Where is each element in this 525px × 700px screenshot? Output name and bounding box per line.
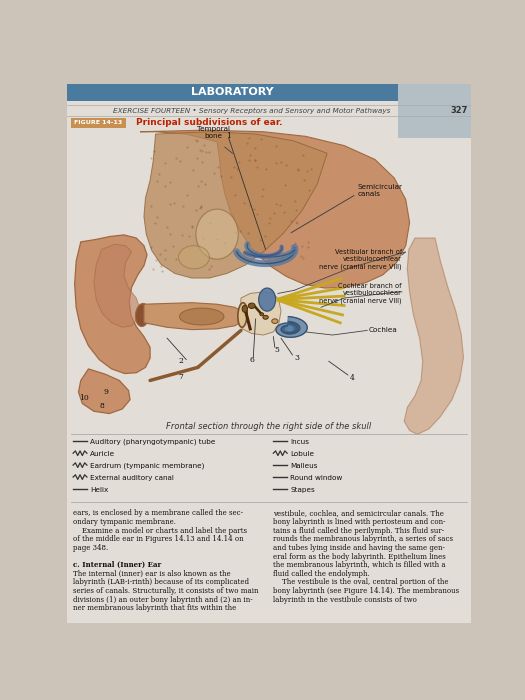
- Text: Lobule: Lobule: [290, 451, 314, 457]
- Ellipse shape: [272, 318, 278, 323]
- Text: Auditory (pharyngotympanic) tube: Auditory (pharyngotympanic) tube: [90, 439, 215, 445]
- Text: 6: 6: [249, 356, 254, 364]
- Polygon shape: [144, 302, 243, 330]
- Text: LABORATORY: LABORATORY: [191, 88, 274, 97]
- FancyBboxPatch shape: [67, 84, 471, 623]
- Text: rounds the membranous labyrinth, a series of sacs: rounds the membranous labyrinth, a serie…: [274, 536, 453, 543]
- Text: 3: 3: [294, 354, 299, 362]
- Text: Cochlear branch of
vestibulocochlear
nerve (cranial nerve VIII): Cochlear branch of vestibulocochlear ner…: [319, 284, 402, 304]
- Ellipse shape: [263, 316, 268, 319]
- Text: 8: 8: [99, 402, 104, 410]
- Polygon shape: [144, 132, 327, 278]
- Text: labyrinth in the vestibule consists of two: labyrinth in the vestibule consists of t…: [274, 596, 417, 603]
- Text: Auricle: Auricle: [90, 451, 115, 457]
- Text: bony labyrinth is lined with periosteum and con-: bony labyrinth is lined with periosteum …: [274, 518, 446, 526]
- Text: c. Internal (Inner) Ear: c. Internal (Inner) Ear: [73, 561, 161, 569]
- FancyBboxPatch shape: [71, 118, 126, 128]
- Text: labyrinth (LAB-i-rinth) because of its complicated: labyrinth (LAB-i-rinth) because of its c…: [73, 578, 249, 587]
- Text: Cochlea: Cochlea: [369, 328, 397, 333]
- Text: and tubes lying inside and having the same gen-: and tubes lying inside and having the sa…: [274, 544, 445, 552]
- Text: eral form as the body labyrinth. Epithelium lines: eral form as the body labyrinth. Epithel…: [274, 552, 446, 561]
- Ellipse shape: [180, 308, 224, 325]
- Text: of the middle ear in Figures 14.13 and 14.14 on: of the middle ear in Figures 14.13 and 1…: [73, 536, 244, 543]
- Ellipse shape: [178, 246, 209, 269]
- Polygon shape: [94, 244, 140, 328]
- Text: 4: 4: [350, 374, 354, 382]
- Text: ears, is enclosed by a membrane called the sec-: ears, is enclosed by a membrane called t…: [73, 510, 243, 517]
- Text: EXERCISE FOURTEEN • Sensory Receptors and Sensory and Motor Pathways: EXERCISE FOURTEEN • Sensory Receptors an…: [113, 108, 391, 114]
- Ellipse shape: [196, 209, 238, 259]
- Text: 5: 5: [274, 346, 279, 354]
- Polygon shape: [281, 321, 300, 334]
- Polygon shape: [140, 130, 410, 288]
- Text: 1: 1: [226, 132, 231, 141]
- Text: Malleus: Malleus: [290, 463, 318, 469]
- Text: Round window: Round window: [290, 475, 342, 481]
- Text: fluid called the endolymph.: fluid called the endolymph.: [274, 570, 370, 578]
- FancyBboxPatch shape: [398, 84, 471, 138]
- Text: Stapes: Stapes: [290, 486, 315, 493]
- Text: Vestibular branch of
vestibulocochlear
nerve (cranial nerve VIII): Vestibular branch of vestibulocochlear n…: [319, 249, 402, 270]
- Polygon shape: [75, 235, 150, 374]
- Polygon shape: [404, 238, 464, 434]
- Text: 9: 9: [103, 388, 108, 396]
- Text: the membranous labyrinth, which is filled with a: the membranous labyrinth, which is fille…: [274, 561, 446, 569]
- Text: Principal subdivisions of ear.: Principal subdivisions of ear.: [136, 118, 283, 127]
- Polygon shape: [240, 292, 281, 335]
- Text: The vestibule is the oval, central portion of the: The vestibule is the oval, central porti…: [274, 578, 449, 587]
- Ellipse shape: [248, 303, 255, 309]
- Text: ondary tympanic membrane.: ondary tympanic membrane.: [73, 518, 176, 526]
- Text: page 348.: page 348.: [73, 544, 108, 552]
- Text: External auditory canal: External auditory canal: [90, 475, 174, 481]
- Text: 2: 2: [178, 357, 183, 365]
- Text: FIGURE 14-13: FIGURE 14-13: [75, 120, 123, 125]
- Ellipse shape: [260, 313, 264, 316]
- Ellipse shape: [238, 302, 247, 328]
- Text: Examine a model or charts and label the parts: Examine a model or charts and label the …: [73, 526, 247, 535]
- Text: Semicircular
canals: Semicircular canals: [358, 184, 403, 197]
- Text: series of canals. Structurally, it consists of two main: series of canals. Structurally, it consi…: [73, 587, 259, 595]
- Polygon shape: [276, 316, 307, 337]
- Text: Helix: Helix: [90, 486, 108, 493]
- Text: The internal (inner) ear is also known as the: The internal (inner) ear is also known a…: [73, 570, 230, 578]
- Text: Frontal section through the right side of the skull: Frontal section through the right side o…: [166, 422, 371, 431]
- Ellipse shape: [242, 305, 247, 312]
- Text: 10: 10: [79, 394, 89, 402]
- Text: ner membranous labyrinth that fits within the: ner membranous labyrinth that fits withi…: [73, 604, 236, 612]
- Text: bony labyrinth (see Figure 14.14). The membranous: bony labyrinth (see Figure 14.14). The m…: [274, 587, 459, 595]
- Text: vestibule, cochlea, and semicircular canals. The: vestibule, cochlea, and semicircular can…: [274, 510, 444, 517]
- Text: Incus: Incus: [290, 439, 309, 445]
- Text: tains a fluid called the perilymph. This fluid sur-: tains a fluid called the perilymph. This…: [274, 526, 445, 535]
- FancyBboxPatch shape: [67, 84, 398, 101]
- Text: 7: 7: [178, 372, 183, 381]
- Text: 327: 327: [451, 106, 468, 116]
- Text: Eardrum (tympanic membrane): Eardrum (tympanic membrane): [90, 463, 204, 469]
- Polygon shape: [79, 369, 130, 414]
- Polygon shape: [285, 326, 293, 331]
- Text: divisions (1) an outer bony labyrinth and (2) an in-: divisions (1) an outer bony labyrinth an…: [73, 596, 253, 603]
- Ellipse shape: [135, 304, 150, 326]
- Ellipse shape: [259, 288, 276, 311]
- Text: Temporal
bone: Temporal bone: [197, 127, 230, 139]
